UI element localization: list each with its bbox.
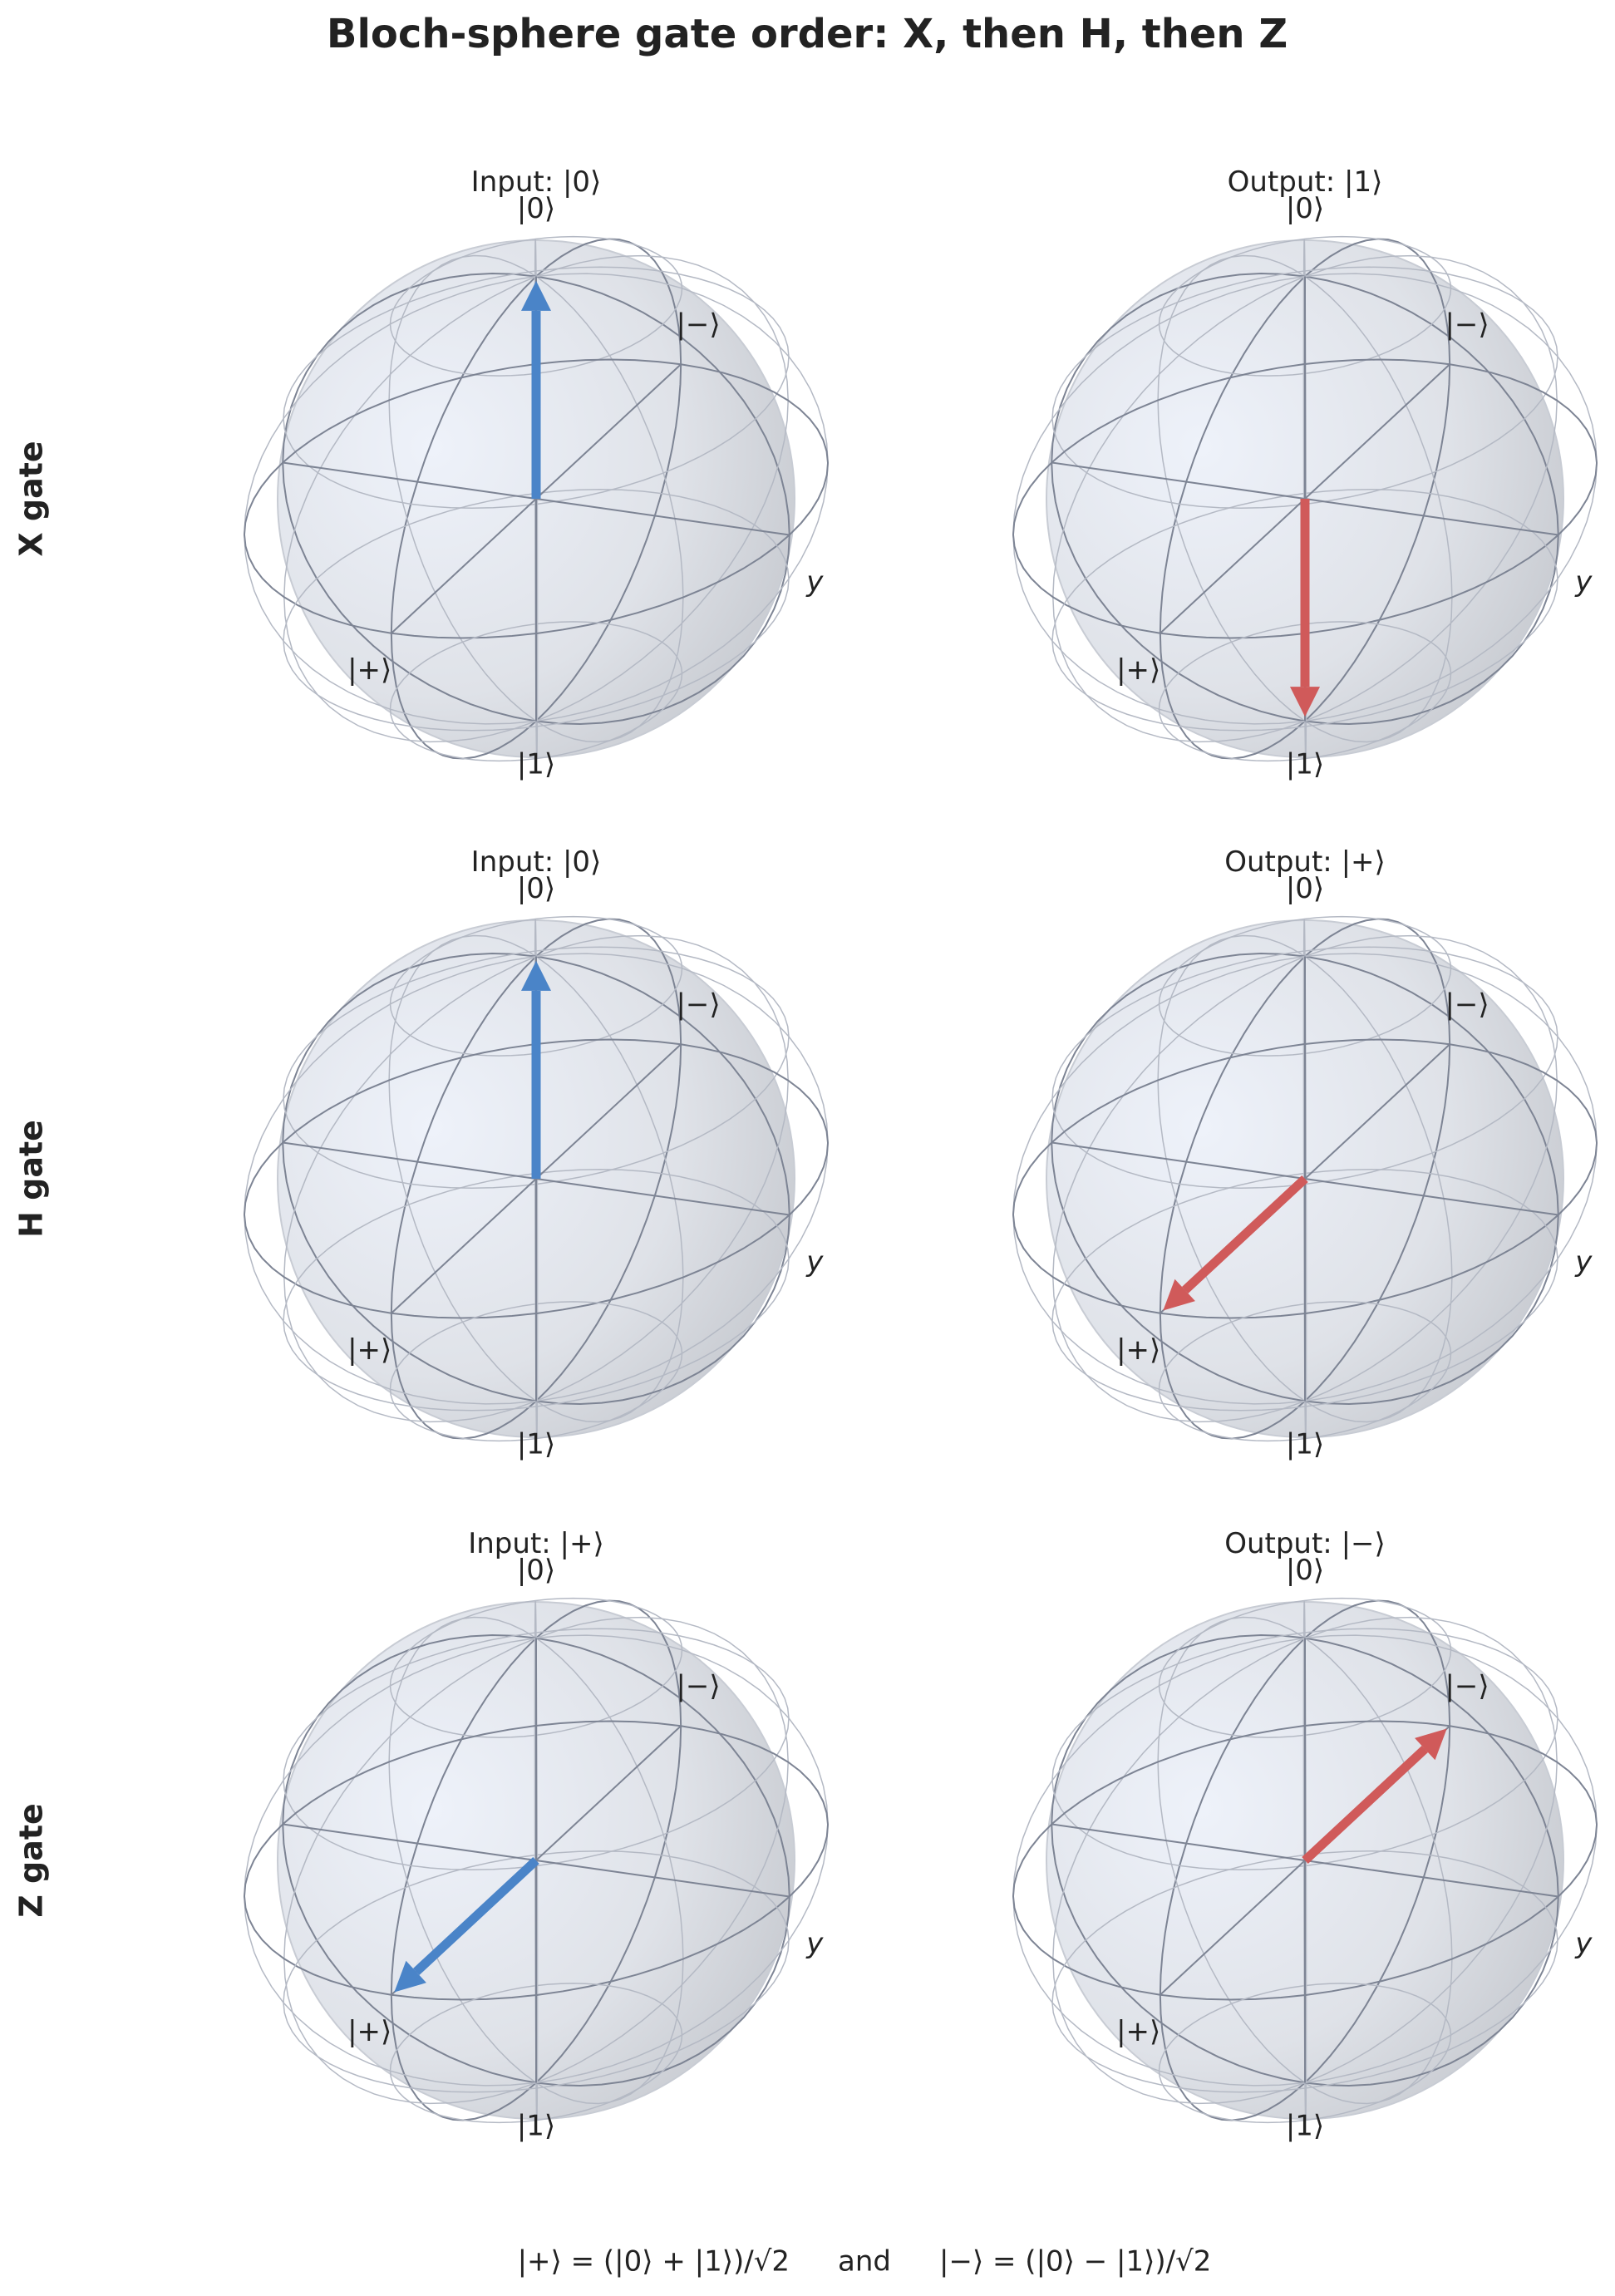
axis-label: |+⟩: [1116, 653, 1160, 687]
sphere-grid-line: [283, 266, 790, 510]
axis-label: |0⟩: [517, 192, 555, 225]
axis-label: |0⟩: [517, 1554, 555, 1587]
axis-label: y: [805, 1927, 824, 1960]
footnote: |+⟩ = (|0⟩ + |1⟩)/√2: [518, 2245, 790, 2279]
sphere-grid-line: [283, 1168, 790, 1412]
axis-label: |1⟩: [1286, 747, 1324, 781]
row-label: X gate: [13, 441, 50, 556]
panel-title: Output: |1⟩: [1228, 165, 1383, 199]
state-vector-head: [521, 280, 551, 311]
sphere-grid-line: [389, 1301, 683, 1442]
footnote: |−⟩ = (|0⟩ − |1⟩)/√2: [939, 2245, 1211, 2279]
axis-label: |+⟩: [347, 653, 391, 687]
state-vector-head: [1290, 687, 1320, 717]
axis-label: |1⟩: [1286, 1427, 1324, 1461]
axis-label: |+⟩: [347, 1333, 391, 1367]
axis-label: |0⟩: [1286, 872, 1324, 905]
panel-title: Input: |0⟩: [471, 165, 602, 199]
sphere-grid-line: [1051, 946, 1558, 1190]
sphere-grid-line: [1051, 488, 1558, 732]
bloch-sphere: [1012, 1597, 1598, 2124]
sphere-grid-line: [283, 946, 790, 1190]
row-label: Z gate: [13, 1803, 50, 1918]
sphere-grid-line: [1051, 1850, 1558, 2093]
axis-label: |−⟩: [1445, 1670, 1489, 1703]
axis-label: |1⟩: [1286, 2109, 1324, 2142]
panel-title: Input: |+⟩: [468, 1527, 604, 1560]
state-vector-head: [1163, 1279, 1195, 1311]
axis-label: |1⟩: [517, 2109, 555, 2142]
bloch-sphere: [1012, 235, 1598, 762]
axis-label: |0⟩: [1286, 1554, 1324, 1587]
sphere-grid-line: [283, 1628, 790, 1871]
bloch-sphere: [1012, 915, 1598, 1442]
axis-label: y: [1574, 1245, 1593, 1279]
state-vector: [1302, 1745, 1429, 1865]
sphere-grid-line: [1158, 915, 1452, 1057]
bloch-sphere: [243, 235, 830, 762]
axis-label: |+⟩: [1116, 2015, 1160, 2048]
axis-label: |1⟩: [517, 1427, 555, 1461]
axis-label: |0⟩: [517, 872, 555, 905]
figure-title: Bloch-sphere gate order: X, then H, then…: [327, 11, 1288, 57]
row-label: H gate: [13, 1120, 50, 1238]
sphere-grid-line: [389, 1983, 683, 2124]
sphere-grid-line: [389, 1597, 683, 1738]
axis-label: y: [805, 1245, 824, 1279]
axis-label: |−⟩: [676, 988, 720, 1022]
axis-label: |+⟩: [1116, 1333, 1160, 1367]
axis-label: |−⟩: [1445, 988, 1489, 1022]
sphere-grid-line: [1158, 1301, 1452, 1442]
sphere-grid-line: [1158, 621, 1452, 762]
bloch-sphere: [243, 915, 830, 1442]
axis-label: |−⟩: [676, 308, 720, 342]
bloch-sphere: [243, 1597, 830, 2124]
state-vector-head: [394, 1960, 426, 1993]
sphere-grid-line: [283, 1850, 790, 2093]
sphere-grid-line: [1051, 1628, 1558, 1871]
state-vector-head: [1415, 1728, 1447, 1761]
axis-label: y: [1574, 565, 1593, 599]
axis-label: |+⟩: [347, 2015, 391, 2048]
panel-title: Input: |0⟩: [471, 845, 602, 879]
axis-label: |−⟩: [1445, 308, 1489, 342]
axis-label: y: [1574, 1927, 1593, 1960]
sphere-grid-line: [1158, 1597, 1452, 1738]
sphere-grid-line: [1051, 1168, 1558, 1412]
sphere-grid-line: [389, 621, 683, 762]
state-vector: [1181, 1175, 1308, 1294]
axis-label: |0⟩: [1286, 192, 1324, 225]
footnote: and: [838, 2245, 891, 2279]
sphere-grid-line: [1051, 266, 1558, 510]
panel-title: Output: |+⟩: [1224, 845, 1386, 879]
sphere-grid-line: [283, 488, 790, 732]
sphere-grid-line: [1158, 1983, 1452, 2124]
sphere-grid-line: [389, 235, 683, 377]
state-vector: [412, 1856, 539, 1976]
panel-title: Output: |−⟩: [1224, 1527, 1386, 1560]
axis-label: |1⟩: [517, 747, 555, 781]
sphere-grid-line: [389, 915, 683, 1057]
state-vector-head: [521, 960, 551, 991]
axis-label: |−⟩: [676, 1670, 720, 1703]
sphere-grid-line: [1158, 235, 1452, 377]
axis-label: y: [805, 565, 824, 599]
